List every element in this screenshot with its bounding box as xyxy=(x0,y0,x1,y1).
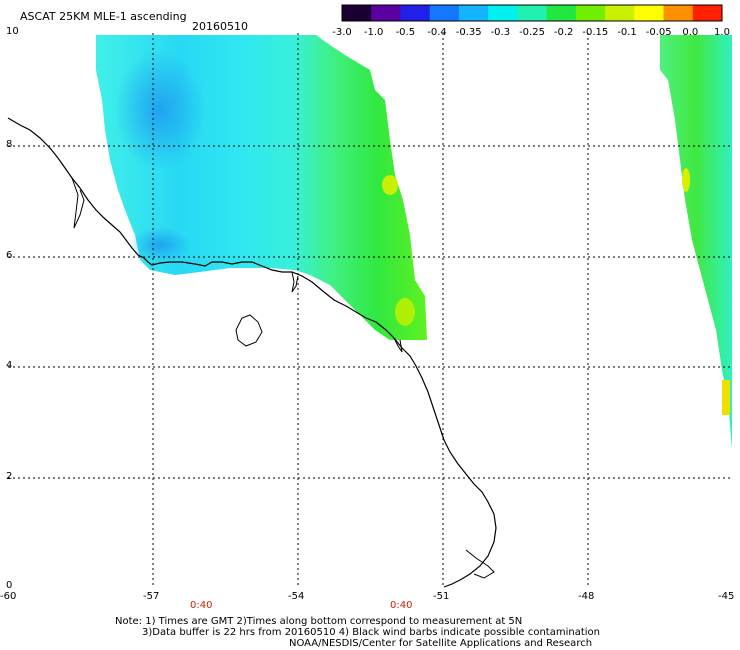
colorbar-label: -0.4 xyxy=(427,27,447,38)
lat-label: 8 xyxy=(6,139,13,150)
colorbar-label: -0.3 xyxy=(490,27,511,38)
colorbar-segment xyxy=(634,5,665,21)
colorbar-label: -0.2 xyxy=(553,27,574,38)
colorbar-segment xyxy=(663,5,694,21)
note-line: NOAA/NESDIS/Center for Satellite Applica… xyxy=(289,638,593,649)
lon-label: -57 xyxy=(143,591,160,602)
colorbar-segment xyxy=(488,5,518,21)
colorbar-segment xyxy=(575,5,606,21)
high-value-patch xyxy=(395,298,415,326)
time-label: 0:40 xyxy=(390,600,413,611)
colorbar-label: -1.0 xyxy=(363,27,384,38)
lat-label: 4 xyxy=(6,360,13,371)
colorbar-label: 0.0 xyxy=(682,27,699,38)
lon-label: -51 xyxy=(433,591,450,602)
lat-label: 6 xyxy=(6,250,13,261)
time-label: 0:40 xyxy=(190,600,213,611)
colorbar xyxy=(341,4,723,22)
coastline-inlet xyxy=(393,337,403,353)
colorbar-segment xyxy=(546,5,577,21)
colorbar-segment xyxy=(342,5,372,21)
colorbar-label: -3.0 xyxy=(332,27,352,38)
note-line: 3)Data buffer is 22 hrs from 20160510 4)… xyxy=(142,627,600,638)
colorbar-label: -0.15 xyxy=(582,27,609,38)
note-line: Note: 1) Times are GMT 2)Times along bot… xyxy=(115,616,523,627)
coastline-inlet xyxy=(71,177,85,229)
coastline-inlet xyxy=(291,271,299,293)
low-value-patch xyxy=(115,50,205,170)
colorbar-border xyxy=(341,4,723,22)
colorbar-segment xyxy=(692,5,723,21)
graticule xyxy=(8,33,732,587)
lat-label: 0 xyxy=(6,580,13,591)
colorbar-label: -0.35 xyxy=(455,27,482,38)
colorbar-segment xyxy=(429,5,460,21)
high-value-patch xyxy=(382,175,398,195)
lat-label: 2 xyxy=(6,471,13,482)
lat-label: 10 xyxy=(6,26,19,37)
coastline-inlet xyxy=(465,549,495,579)
lon-label: -54 xyxy=(288,591,305,602)
data-swath-right xyxy=(660,35,732,450)
colorbar-label: -0.1 xyxy=(617,27,637,38)
map-title: ASCAT 25KM MLE-1 ascending xyxy=(20,10,187,23)
colorbar-segment xyxy=(517,5,548,21)
colorbar-segment xyxy=(458,5,489,21)
colorbar-segment xyxy=(400,5,431,21)
low-value-patch xyxy=(130,227,190,263)
colorbar-label: -0.05 xyxy=(645,27,672,38)
lon-label: -45 xyxy=(718,591,735,602)
island xyxy=(235,314,263,347)
lon-label: -60 xyxy=(0,591,17,602)
colorbar-label: 1.0 xyxy=(714,27,730,38)
colorbar-label: -0.5 xyxy=(395,27,416,38)
high-value-patch xyxy=(722,380,730,415)
coastline xyxy=(7,117,497,588)
map-date: 20160510 xyxy=(192,20,248,33)
lon-label: -48 xyxy=(578,591,595,602)
colorbar-segment xyxy=(605,5,635,21)
colorbar-segment xyxy=(371,5,401,21)
colorbar-label: -0.25 xyxy=(519,27,545,38)
high-value-patch xyxy=(682,168,690,192)
